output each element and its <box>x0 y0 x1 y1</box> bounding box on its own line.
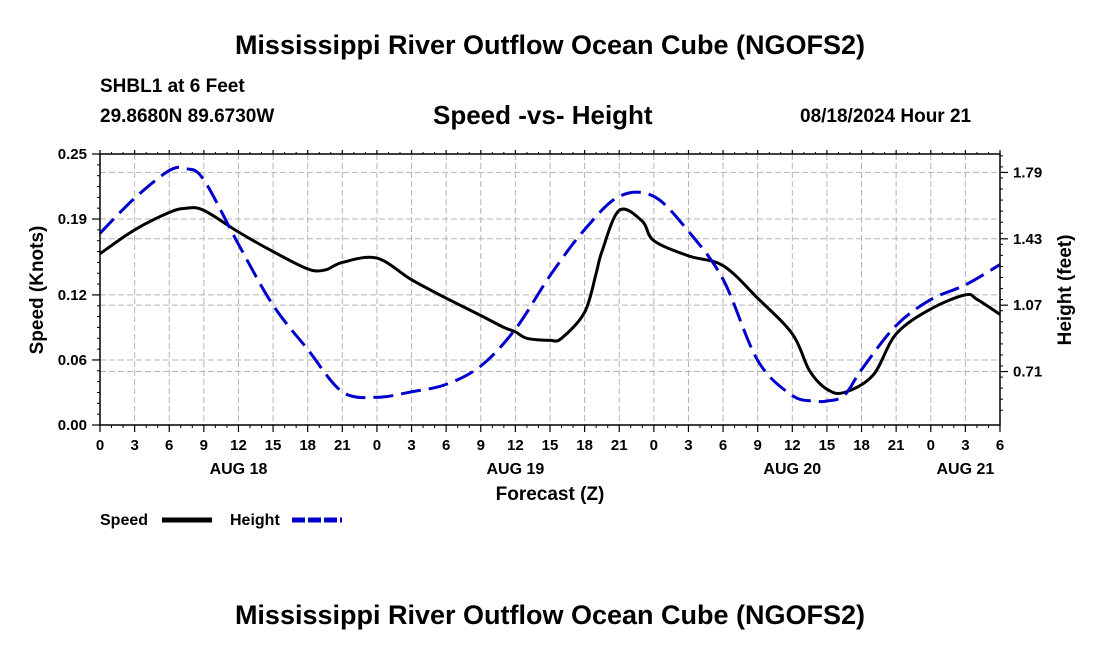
series-layer <box>98 165 1001 404</box>
x-tick-label: 6 <box>165 437 173 454</box>
x-tick-label: 6 <box>996 437 1004 454</box>
x-tick-label: 0 <box>650 437 658 454</box>
y-left-tick-label: 0.00 <box>58 417 87 434</box>
y-right-tick-label: 1.07 <box>1013 297 1042 314</box>
chart-subtitle: Speed -vs- Height <box>433 100 653 130</box>
date-label: AUG 21 <box>936 461 994 478</box>
y-right-tick-label: 1.79 <box>1013 164 1042 181</box>
legend-speed-label: Speed <box>100 512 148 529</box>
x-tick-label: 15 <box>819 437 836 454</box>
legend: Speed Height <box>100 512 342 529</box>
x-tick-label: 21 <box>334 437 351 454</box>
height-series-line <box>98 165 1001 404</box>
x-tick-label: 9 <box>200 437 208 454</box>
axis-labels: 0 3 6 9 12 15 18 21 0 3 6 9 12 15 18 21 0 3 6 9 12 15 18 21 0 3 6A… <box>58 146 1042 478</box>
legend-height-label: Height <box>230 512 280 529</box>
grid <box>100 154 1000 425</box>
x-tick-label: 21 <box>888 437 905 454</box>
x-tick-label: 6 <box>442 437 450 454</box>
y-left-tick-label: 0.12 <box>58 287 87 304</box>
date-label: AUG 19 <box>486 461 544 478</box>
chart-title: Mississippi River Outflow Ocean Cube (NG… <box>234 30 866 60</box>
x-tick-label: 18 <box>299 437 316 454</box>
x-tick-label: 9 <box>754 437 762 454</box>
x-tick-label: 6 <box>719 437 727 454</box>
x-tick-label: 18 <box>853 437 870 454</box>
x-tick-label: 12 <box>784 437 801 454</box>
x-tick-label: 9 <box>477 437 485 454</box>
y-left-tick-label: 0.06 <box>58 352 87 369</box>
x-tick-label: 15 <box>265 437 282 454</box>
forecast-datetime: 08/18/2024 Hour 21 <box>800 106 972 127</box>
x-tick-label: 18 <box>576 437 593 454</box>
x-tick-label: 12 <box>230 437 247 454</box>
y-right-tick-label: 1.43 <box>1013 231 1042 248</box>
x-axis-label: Forecast (Z) <box>496 484 605 505</box>
x-tick-label: 3 <box>407 437 415 454</box>
date-label: AUG 20 <box>763 461 821 478</box>
x-tick-label: 0 <box>927 437 935 454</box>
x-tick-label: 21 <box>611 437 628 454</box>
x-tick-label: 0 <box>96 437 104 454</box>
x-tick-label: 0 <box>373 437 381 454</box>
x-tick-label: 12 <box>507 437 524 454</box>
y-axis-right-label: Height (feet) <box>1055 235 1076 346</box>
coordinates-label: 29.8680N 89.6730W <box>100 106 275 127</box>
y-axis-left-label: Speed (Knots) <box>27 226 48 355</box>
y-right-tick-label: 0.71 <box>1013 364 1042 381</box>
axis-ticks <box>92 150 1008 432</box>
date-label: AUG 18 <box>210 461 268 478</box>
x-tick-label: 3 <box>684 437 692 454</box>
station-label: SHBL1 at 6 Feet <box>100 76 245 97</box>
x-tick-label: 3 <box>130 437 138 454</box>
y-left-tick-label: 0.19 <box>58 211 87 228</box>
footer-title: Mississippi River Outflow Ocean Cube (NG… <box>234 600 866 630</box>
x-tick-label: 15 <box>542 437 559 454</box>
x-tick-label: 3 <box>961 437 969 454</box>
speed-series-line <box>99 206 1001 395</box>
y-left-tick-label: 0.25 <box>58 146 87 163</box>
